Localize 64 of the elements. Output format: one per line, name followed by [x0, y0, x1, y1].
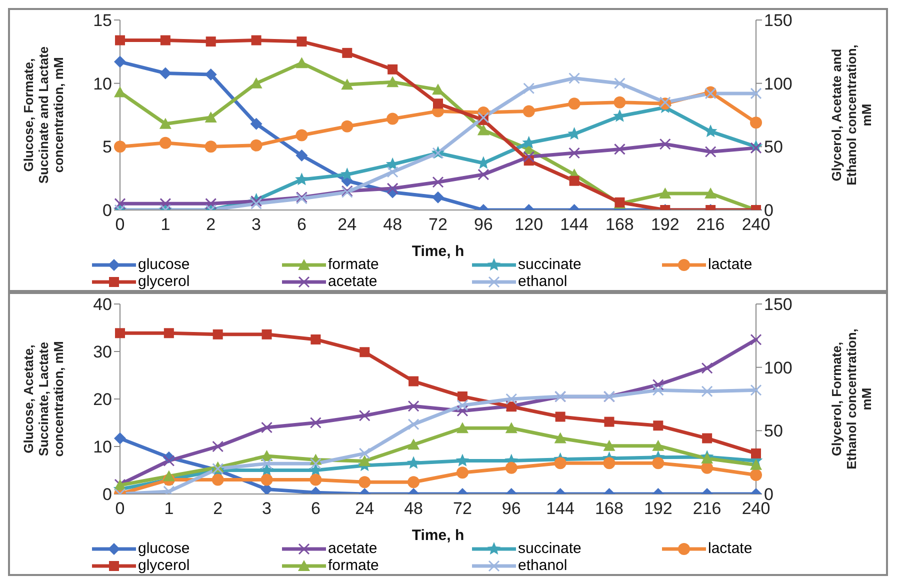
x-tick-label: 24: [338, 215, 357, 234]
legend-label: formate: [328, 256, 379, 273]
x-tick-label: 192: [644, 499, 672, 518]
x-tick-label: 96: [502, 499, 521, 518]
x-axis-title: Time, h: [412, 527, 464, 544]
y-tick-label: 0: [102, 485, 112, 504]
legend-label: succinate: [518, 256, 582, 273]
y-tick-label: 20: [93, 390, 112, 410]
y2-tick-label: 100: [764, 358, 792, 378]
x-tick-label: 240: [742, 499, 770, 518]
x-tick-label: 6: [296, 215, 306, 234]
x-tick-label: 216: [692, 499, 722, 518]
x-tick-label: 3: [262, 499, 272, 518]
x-tick-label: 24: [355, 499, 374, 518]
y-axis-title: Glucose, Formate, Succinate and Lactate concentration, mM: [21, 46, 66, 184]
legend-label: glycerol: [138, 273, 190, 290]
x-tick-label: 72: [453, 499, 472, 518]
legend-label: glucose: [138, 540, 190, 557]
x-tick-label: 72: [428, 215, 448, 234]
legend-label: acetate: [328, 540, 378, 557]
x-tick-label: 96: [474, 215, 493, 234]
x-tick-label: 6: [310, 499, 320, 518]
x-axis-title: Time, h: [412, 243, 464, 260]
x-tick-label: 216: [696, 215, 725, 234]
x-tick-label: 144: [546, 499, 574, 518]
legend-label: glucose: [138, 256, 190, 273]
legend-label: lactate: [708, 540, 752, 557]
x-tick-label: 168: [595, 499, 624, 518]
legend-label: ethanol: [518, 557, 568, 574]
legend-label: formate: [328, 557, 379, 574]
x-tick-label: 2: [206, 215, 216, 234]
legend-label: glycerol: [138, 557, 190, 574]
x-tick-label: 1: [164, 499, 174, 518]
x-tick-label: 48: [383, 215, 402, 234]
x-tick-label: 2: [213, 499, 223, 518]
x-tick-label: 1: [160, 215, 170, 234]
x-tick-label: 120: [514, 215, 544, 234]
y2-tick-label: 50: [764, 422, 783, 441]
y2-tick-label: 100: [764, 74, 792, 94]
x-tick-label: 240: [742, 215, 770, 234]
y-tick-label: 10: [93, 438, 112, 457]
legend-label: acetate: [328, 273, 378, 290]
y-tick-label: 0: [102, 201, 112, 220]
y-tick-label: 15: [93, 11, 112, 30]
y-tick-label: 10: [93, 74, 112, 94]
y-tick-label: 5: [102, 138, 112, 157]
y2-axis-title: Glycerol, Acetate and Ethanol concentration, mM: [829, 44, 874, 186]
legend-label: succinate: [518, 540, 582, 557]
x-tick-label: 0: [115, 499, 125, 518]
legend-label: lactate: [708, 256, 752, 273]
x-tick-label: 168: [606, 215, 634, 234]
x-tick-label: 144: [560, 215, 588, 234]
x-tick-label: 48: [404, 499, 423, 518]
y2-axis-title: Glycerol, Formate, Ethanol concentration, mM: [829, 328, 874, 470]
y-tick-label: 40: [93, 295, 112, 314]
y-tick-label: 30: [93, 342, 112, 362]
y2-tick-label: 150: [764, 295, 792, 314]
x-tick-label: 3: [252, 215, 262, 234]
x-tick-label: 192: [650, 215, 680, 234]
y2-tick-label: 150: [764, 11, 792, 30]
y2-tick-label: 50: [764, 138, 783, 157]
legend-label: ethanol: [518, 273, 568, 290]
x-tick-label: 0: [115, 215, 125, 234]
y-axis-title: Glucose, Acetate, Succinate, Lactate concentration, mM: [21, 341, 66, 457]
